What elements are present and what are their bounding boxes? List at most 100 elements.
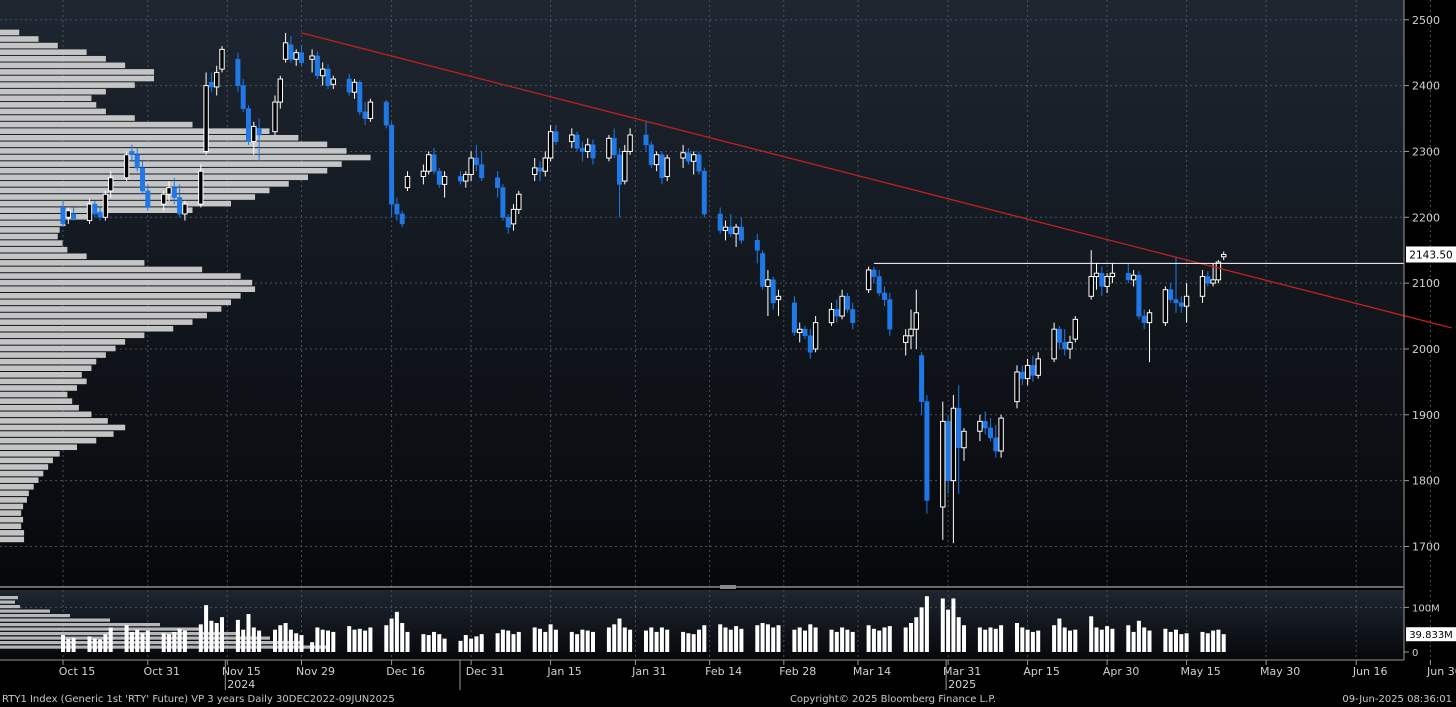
candle-body xyxy=(102,193,109,218)
x-tick-label: Dec 31 xyxy=(466,665,505,678)
candle-down xyxy=(738,217,744,244)
candle-body xyxy=(585,144,591,152)
candle-up xyxy=(606,134,612,162)
candle-body xyxy=(1030,365,1036,376)
volume-bar xyxy=(182,630,187,652)
volume-bar xyxy=(1211,630,1216,652)
volume-bar xyxy=(384,625,389,652)
candle-body xyxy=(797,328,803,334)
candle-down xyxy=(871,266,877,284)
candle-down xyxy=(728,213,734,238)
candle-down xyxy=(919,352,925,415)
candle-body xyxy=(945,421,951,481)
volume-bar xyxy=(543,631,548,652)
volume-bar xyxy=(612,624,617,652)
candle-body xyxy=(728,226,734,235)
volume-bar xyxy=(1216,629,1221,652)
volume-bar xyxy=(1015,623,1019,652)
volume-bar xyxy=(919,607,924,652)
candle-body xyxy=(1221,253,1227,258)
volume-bar xyxy=(665,629,670,652)
candle-body xyxy=(314,55,320,77)
candle-down xyxy=(346,73,352,96)
profile-bar xyxy=(0,358,97,365)
profile-bar xyxy=(0,623,160,627)
candle-up xyxy=(865,266,872,293)
volume-bar xyxy=(718,624,723,652)
volume-bar xyxy=(1030,631,1035,652)
candle-body xyxy=(834,309,840,317)
profile-bar xyxy=(0,286,256,292)
x-tick-label: May 15 xyxy=(1180,665,1220,678)
candle-body xyxy=(807,335,813,353)
profile-bar xyxy=(0,614,70,618)
candle-body xyxy=(86,203,93,222)
volume-last-label: 39.833M xyxy=(1409,630,1453,641)
candle-down xyxy=(887,293,893,336)
profile-bar xyxy=(0,102,97,108)
candle-body xyxy=(791,302,797,333)
candle-body xyxy=(293,52,299,60)
candle-body xyxy=(977,420,983,432)
volume-bar xyxy=(1062,627,1067,652)
profile-bar xyxy=(0,319,193,325)
profile-bar xyxy=(0,605,20,609)
volume-bar xyxy=(161,633,166,652)
axes xyxy=(0,0,1405,661)
candle-down xyxy=(1019,365,1025,386)
volume-bar xyxy=(103,634,108,652)
profile-bar xyxy=(0,641,300,645)
candle-up xyxy=(1162,286,1169,326)
y-tick-label: 1900 xyxy=(1412,409,1440,422)
candle-body xyxy=(903,335,909,343)
candle-body xyxy=(134,154,140,169)
y-tick-label: 1800 xyxy=(1412,475,1440,488)
candle-body xyxy=(680,152,686,159)
candle-up xyxy=(542,151,548,177)
candle-down xyxy=(177,184,183,218)
profile-bar xyxy=(0,88,106,95)
profile-bar xyxy=(0,141,328,148)
volume-bar xyxy=(363,630,368,652)
profile-bar xyxy=(0,95,92,102)
candle-down xyxy=(129,144,135,162)
candle-body xyxy=(579,147,585,152)
profile-bar xyxy=(0,497,27,503)
candle-body xyxy=(1056,328,1062,343)
profile-bar xyxy=(0,431,114,437)
volume-bar xyxy=(1131,631,1136,652)
candle-down xyxy=(701,167,707,218)
volume-bar xyxy=(257,630,262,652)
volume-bar xyxy=(251,627,256,652)
candle-up xyxy=(510,204,517,231)
candle-body xyxy=(1024,364,1031,380)
profile-bar xyxy=(0,174,308,181)
volume-bar xyxy=(506,630,511,652)
candle-up xyxy=(219,46,225,73)
profile-bar xyxy=(0,306,222,312)
candle-body xyxy=(1019,371,1025,379)
profile-bar xyxy=(0,418,108,424)
candle-up xyxy=(166,181,172,201)
candle-down xyxy=(362,102,368,126)
candle-up xyxy=(367,98,374,122)
candle-body xyxy=(738,226,744,241)
candle-body xyxy=(537,167,543,172)
candle-down xyxy=(717,207,723,234)
volume-bar xyxy=(198,624,203,652)
volume-bar xyxy=(1205,633,1210,652)
volume-bar xyxy=(1052,625,1057,652)
candle-body xyxy=(876,276,882,294)
y-tick-label: 1700 xyxy=(1412,540,1440,553)
profile-bar xyxy=(0,398,73,404)
candle-body xyxy=(235,58,241,86)
candle-body xyxy=(500,187,506,218)
candle-body xyxy=(1141,315,1147,323)
candle-up xyxy=(1221,251,1227,261)
candle-up xyxy=(775,289,782,317)
candle-body xyxy=(394,203,400,215)
candle-up xyxy=(1035,352,1041,379)
volume-bar xyxy=(426,635,431,652)
candle-down xyxy=(834,299,840,323)
candle-body xyxy=(1014,371,1020,403)
